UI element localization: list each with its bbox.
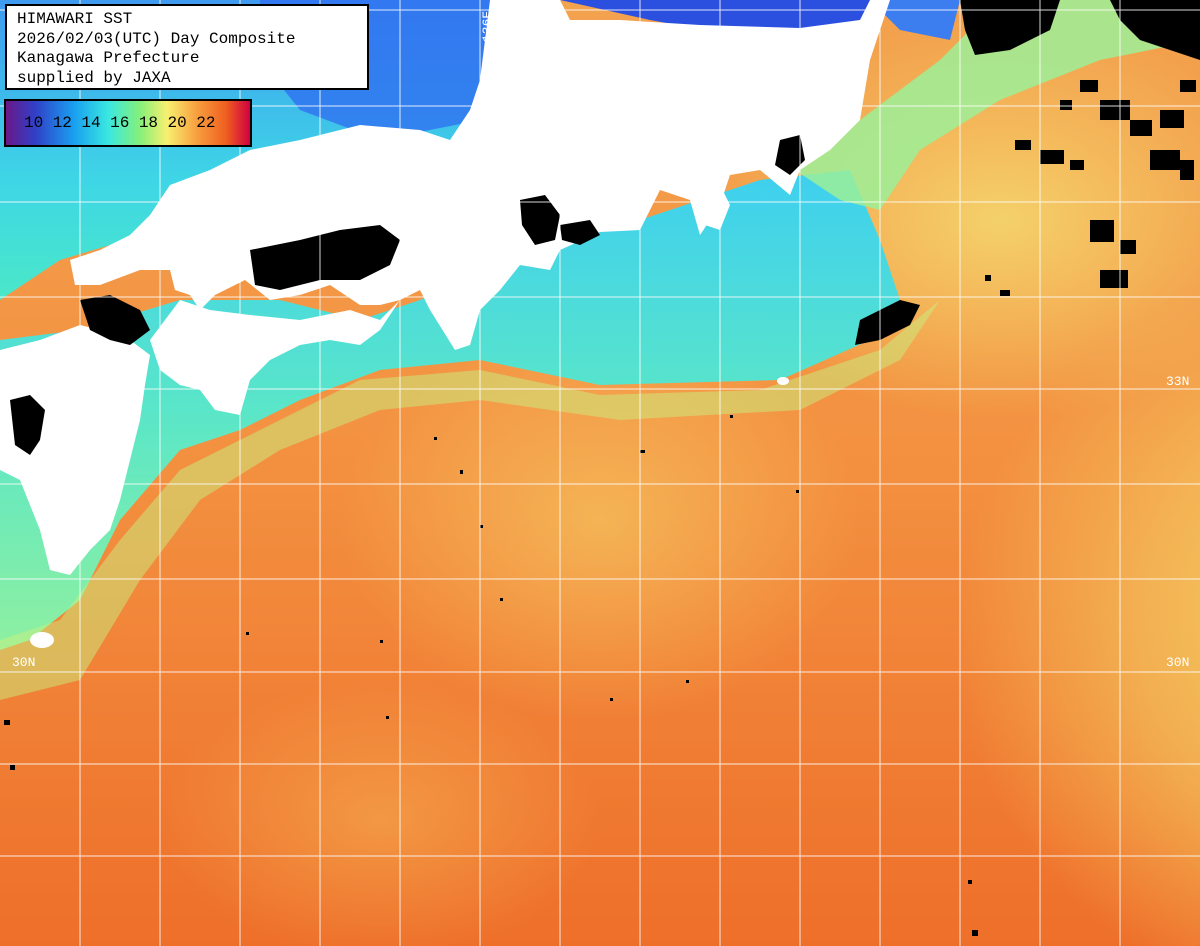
legend-tick-22: 22: [196, 114, 216, 132]
map-title: HIMAWARI SST: [17, 10, 133, 28]
data-credit: supplied by JAXA: [17, 68, 171, 87]
cool-coastal-band: [0, 170, 900, 650]
cloud-mask-inland-sea-west: [80, 295, 150, 345]
shikoku-land: [150, 300, 400, 415]
lat-label-30n-left: 30N: [12, 655, 36, 670]
legend-tick-20: 20: [167, 114, 187, 132]
lon-label-136e: 136E: [480, 10, 495, 42]
lat-label-33n-right: 33N: [1166, 374, 1190, 389]
cloud-mask-tokyo-bay: [775, 135, 805, 175]
cloud-speckles-east: [985, 80, 1196, 296]
cloud-mask-northeast: [960, 0, 1060, 55]
cloud-mask-kyushu: [10, 395, 45, 455]
info-box: HIMAWARI SST 2026/02/03(UTC) Day Composi…: [5, 4, 369, 90]
legend-tick-labels: 10 12 14 16 18 20 22: [24, 114, 215, 132]
region-name: Kanagawa Prefecture: [17, 49, 200, 67]
legend-tick-12: 12: [52, 114, 72, 132]
cloud-mask-kii: [520, 195, 560, 245]
kyushu-land: [0, 325, 150, 575]
cloud-speckles-sea: [4, 415, 978, 936]
temperature-legend: 10 12 14 16 18 20 22: [4, 99, 252, 147]
hachijo-land: [777, 377, 789, 385]
legend-tick-10: 10: [24, 114, 44, 132]
izu-peninsula-land: [700, 185, 730, 230]
composite-date: 2026/02/03(UTC) Day Composite: [17, 29, 296, 48]
warm-pool-center: [340, 320, 860, 720]
cloud-mask-boso: [855, 300, 920, 345]
legend-color-bar: [6, 101, 250, 145]
warm-pool-south: [160, 680, 600, 946]
lat-label-33n-left: 33N: [12, 374, 36, 389]
cloud-mask-kii-2: [560, 220, 600, 245]
transition-band: [0, 300, 940, 700]
tanegashima-land: [30, 632, 54, 648]
lat-label-30n-right: 30N: [1166, 655, 1190, 670]
cloud-mask-inland-sea: [250, 225, 400, 290]
awaji-land: [395, 235, 430, 275]
northeast-coastal-band: [780, 0, 1200, 210]
legend-tick-16: 16: [110, 114, 130, 132]
legend-tick-14: 14: [81, 114, 101, 132]
cloud-mask-northeast-2: [1110, 0, 1200, 60]
legend-tick-18: 18: [138, 114, 159, 132]
